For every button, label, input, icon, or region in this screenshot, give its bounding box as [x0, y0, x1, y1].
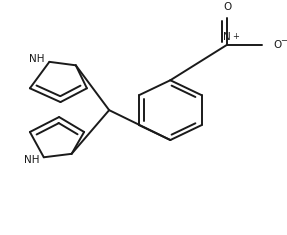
Text: O: O — [273, 40, 282, 50]
Text: O: O — [223, 2, 232, 12]
Text: NH: NH — [29, 54, 44, 64]
Text: N: N — [224, 32, 231, 42]
Text: NH: NH — [24, 155, 39, 165]
Text: +: + — [232, 32, 239, 41]
Text: −: − — [280, 36, 287, 45]
